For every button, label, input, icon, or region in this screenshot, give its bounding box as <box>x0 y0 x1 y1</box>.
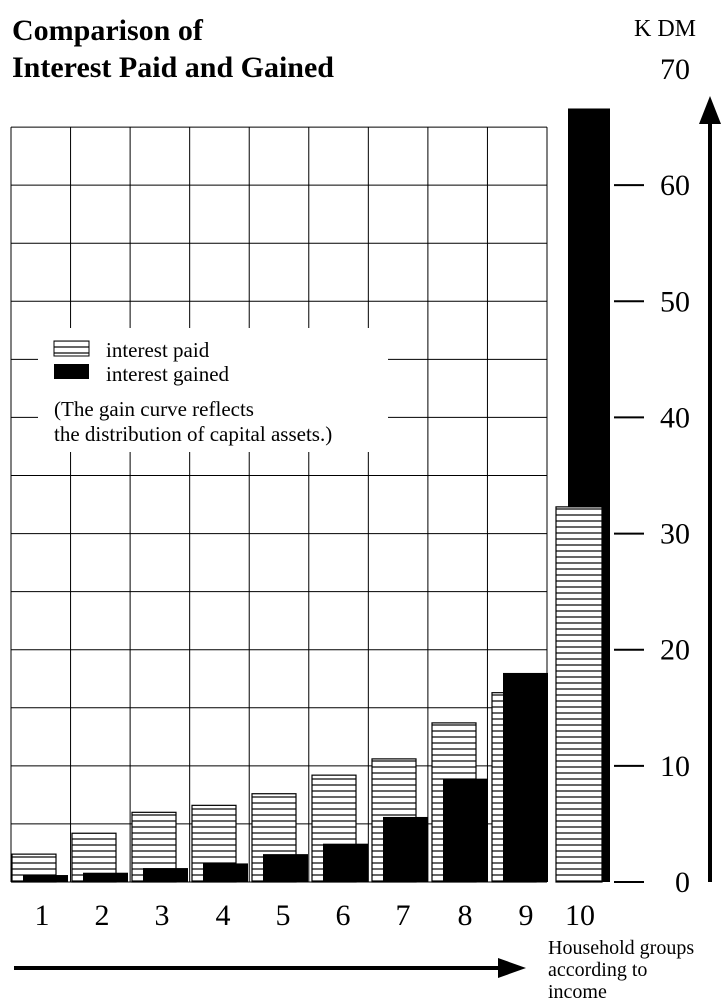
bar-interest-gained-4 <box>203 863 248 882</box>
x-axis-label-line-1: Household groups <box>548 937 694 959</box>
bar-interest-gained-9 <box>503 672 548 882</box>
grid <box>10 126 548 883</box>
y-tick-label: 50 <box>660 285 690 318</box>
bars <box>11 108 610 883</box>
legend-swatch-interest-gained <box>54 364 89 379</box>
x-axis-arrow-head <box>498 958 526 978</box>
chart-title-line-2: Interest Paid and Gained <box>12 51 334 84</box>
bar-interest-gained-7 <box>383 816 428 882</box>
x-category-label: 4 <box>216 899 231 932</box>
y-tick-label: 60 <box>660 169 690 202</box>
x-category-label: 1 <box>35 899 50 932</box>
bar-interest-paid-10 <box>555 506 603 883</box>
y-axis: 0 10 20 30 40 50 60 70 <box>614 53 721 899</box>
y-axis-arrow-head <box>699 96 721 124</box>
legend-note-line-1: (The gain curve reflects <box>54 397 254 421</box>
x-category-label: 7 <box>396 899 411 932</box>
y-tick-label: 70 <box>660 53 690 86</box>
legend-label-interest-paid: interest paid <box>106 338 210 362</box>
y-tick-label: 0 <box>675 866 690 899</box>
x-category-label: 5 <box>276 899 291 932</box>
legend-label-interest-gained: interest gained <box>106 362 230 386</box>
bar-interest-gained-8 <box>443 778 488 882</box>
x-category-label: 8 <box>458 899 473 932</box>
x-category-label: 10 <box>565 899 595 932</box>
legend-background <box>38 328 388 452</box>
x-category-label: 2 <box>95 899 110 932</box>
bar-interest-gained-5 <box>263 854 308 882</box>
x-category-label: 6 <box>336 899 351 932</box>
y-tick-label: 30 <box>660 518 690 551</box>
legend: interest paid interest gained (The gain … <box>38 328 388 452</box>
x-axis-label-line-3: income <box>548 981 607 1003</box>
x-axis-label-line-2: according to <box>548 959 647 981</box>
x-axis-label: Household groups according to income <box>14 937 694 1003</box>
bar-interest-gained-1 <box>23 875 68 882</box>
y-tick-label: 20 <box>660 634 690 667</box>
bar-interest-gained-3 <box>143 868 188 882</box>
y-axis-unit-label: K DM <box>634 16 696 42</box>
bar-interest-gained-2 <box>83 872 128 882</box>
y-tick-label: 40 <box>660 401 690 434</box>
y-tick-label: 10 <box>660 750 690 783</box>
legend-swatch-interest-paid <box>53 340 90 357</box>
legend-note-line-2: the distribution of capital assets.) <box>54 422 332 446</box>
x-category-label: 9 <box>519 899 534 932</box>
x-axis-categories: 1 2 3 4 5 6 7 8 9 10 <box>35 899 596 932</box>
bar-interest-gained-6 <box>323 843 368 882</box>
chart-title-line-1: Comparison of <box>12 14 204 47</box>
x-category-label: 3 <box>155 899 170 932</box>
